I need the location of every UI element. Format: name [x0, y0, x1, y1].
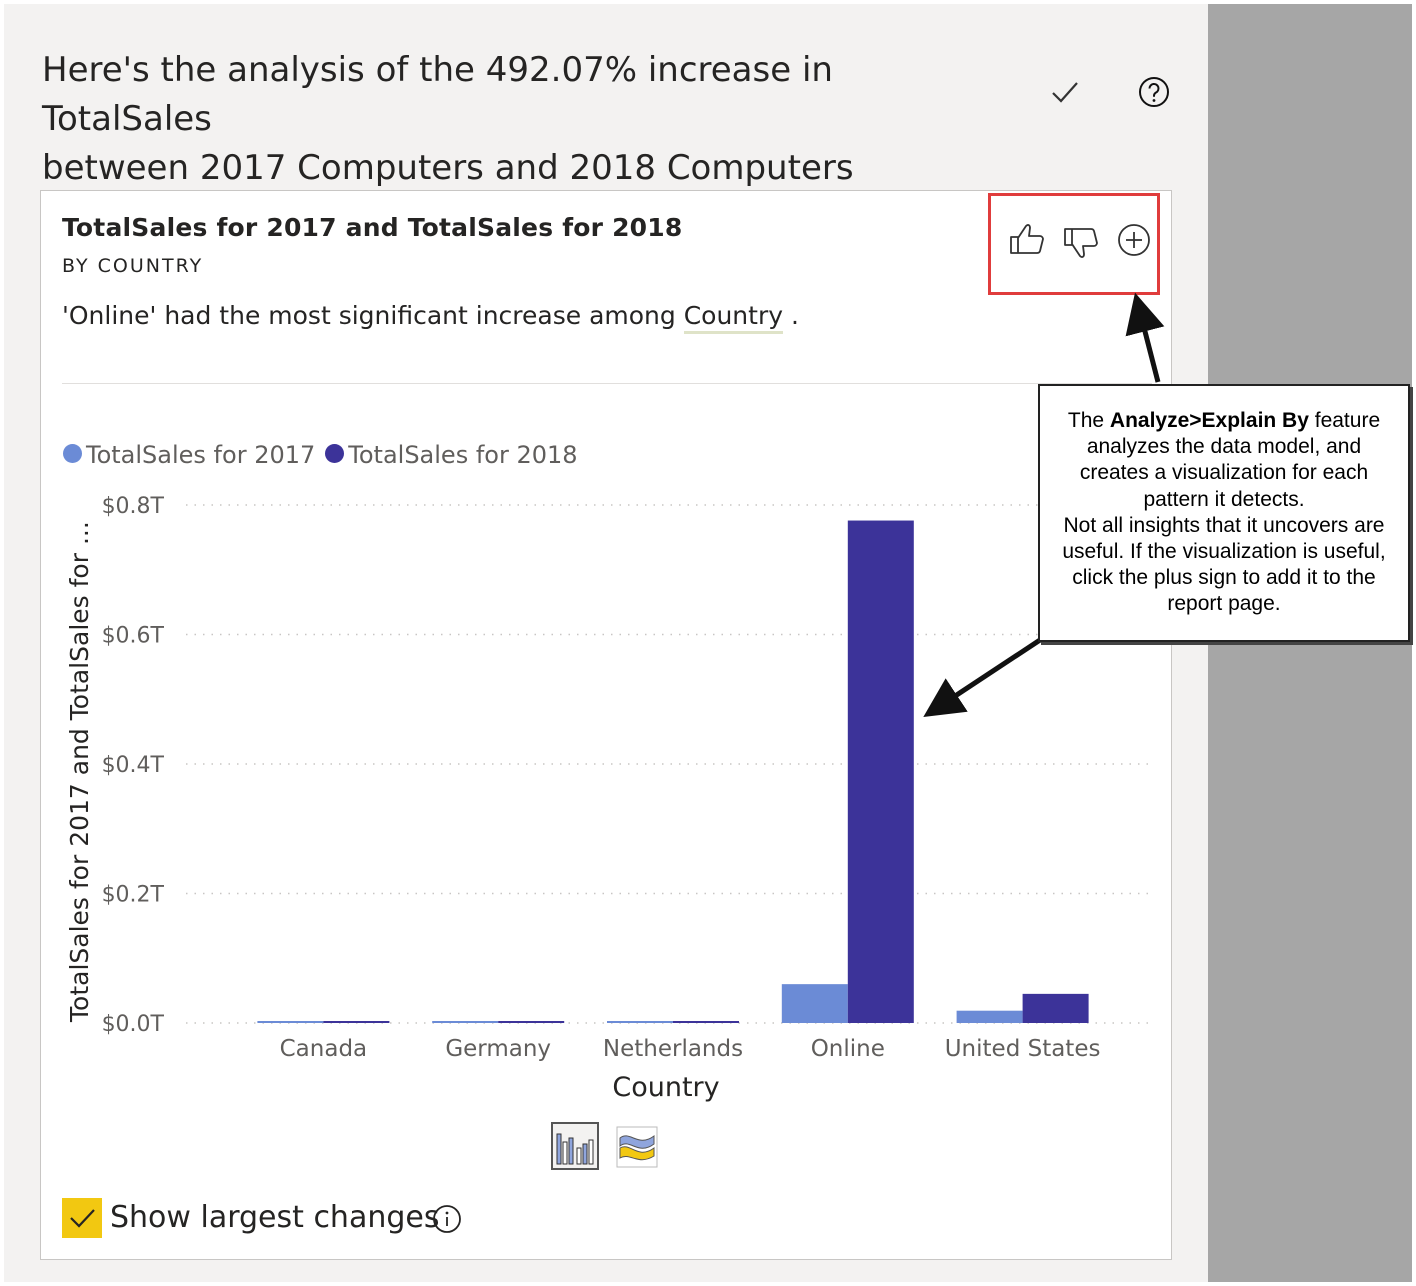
x-tick-label: Netherlands — [603, 1036, 743, 1062]
question-circle-icon[interactable] — [1138, 76, 1170, 108]
card-subtitle: BY COUNTRY — [62, 255, 204, 277]
x-tick-label: Canada — [280, 1036, 368, 1062]
callout-text: feature analyzes the data model, and cre… — [1079, 409, 1381, 511]
legend-dot — [63, 443, 82, 463]
show-largest-changes-label: Show largest changes — [110, 1200, 440, 1235]
x-tick-label: Germany — [445, 1036, 551, 1062]
show-largest-changes-checkbox[interactable] — [62, 1198, 102, 1238]
insight-field-link[interactable]: Country — [683, 301, 784, 334]
ribbon-chart-icon[interactable] — [616, 1126, 658, 1168]
insight-suffix: . — [783, 301, 799, 330]
legend-item[interactable]: TotalSales for 2018 — [325, 441, 578, 469]
y-tick-label: $0.6T — [102, 624, 165, 649]
info-circle-icon[interactable] — [432, 1204, 462, 1234]
chart-legend: TotalSales for 2017 TotalSales for 2018 — [63, 441, 588, 469]
x-axis-title: Country — [612, 1072, 719, 1103]
report-canvas-background — [1208, 4, 1412, 1282]
y-axis-title: TotalSales for 2017 and TotalSales for .… — [65, 521, 94, 1023]
divider — [62, 383, 1152, 384]
bar[interactable] — [257, 1021, 324, 1023]
plus-circle-icon[interactable] — [1116, 222, 1152, 258]
pane-title-line1: Here's the analysis of the 492.07% incre… — [42, 50, 833, 139]
y-tick-label: $0.8T — [102, 494, 165, 519]
checkmark-icon — [70, 1209, 95, 1228]
pane-title-line2: between 2017 Computers and 2018 Computer… — [42, 148, 854, 188]
insight-card: TotalSales for 2017 and TotalSales for 2… — [40, 190, 1172, 1260]
bar[interactable] — [673, 1021, 739, 1023]
callout-bold: Analyze>Explain By — [1109, 409, 1309, 432]
bar[interactable] — [323, 1021, 390, 1023]
annotation-callout: The Analyze>Explain By feature analyzes … — [1038, 384, 1410, 642]
callout-text: The — [1067, 409, 1110, 432]
legend-dot — [325, 443, 345, 463]
bar[interactable] — [1022, 993, 1089, 1023]
y-tick-label: $0.2T — [102, 883, 165, 908]
insight-prefix: 'Online' had the most significant increa… — [62, 301, 684, 330]
y-tick-label: $0.0T — [102, 1012, 165, 1037]
x-tick-label: Online — [811, 1036, 885, 1062]
column-chart-icon[interactable] — [551, 1122, 599, 1170]
insight-text: 'Online' had the most significant increa… — [62, 301, 799, 334]
bar[interactable] — [432, 1021, 499, 1023]
bar[interactable] — [498, 1021, 565, 1023]
card-title: TotalSales for 2017 and TotalSales for 2… — [62, 213, 683, 242]
bar[interactable] — [607, 1021, 673, 1023]
action-icons-highlight — [988, 193, 1160, 295]
bar[interactable] — [956, 1010, 1023, 1023]
legend-label: TotalSales for 2017 — [86, 441, 316, 469]
legend-item[interactable]: TotalSales for 2017 — [63, 441, 315, 469]
checkmark-icon[interactable] — [1050, 78, 1080, 108]
legend-label: TotalSales for 2018 — [348, 441, 578, 469]
thumbs-up-icon[interactable] — [1008, 222, 1046, 256]
bar[interactable] — [847, 520, 914, 1023]
callout-text-2: Not all insights that it uncovers are us… — [1062, 513, 1386, 616]
y-tick-label: $0.4T — [102, 753, 165, 778]
bar[interactable] — [781, 984, 848, 1023]
pane-title: Here's the analysis of the 492.07% incre… — [42, 46, 1002, 193]
thumbs-down-icon[interactable] — [1062, 226, 1100, 260]
x-tick-label: United States — [945, 1036, 1101, 1062]
